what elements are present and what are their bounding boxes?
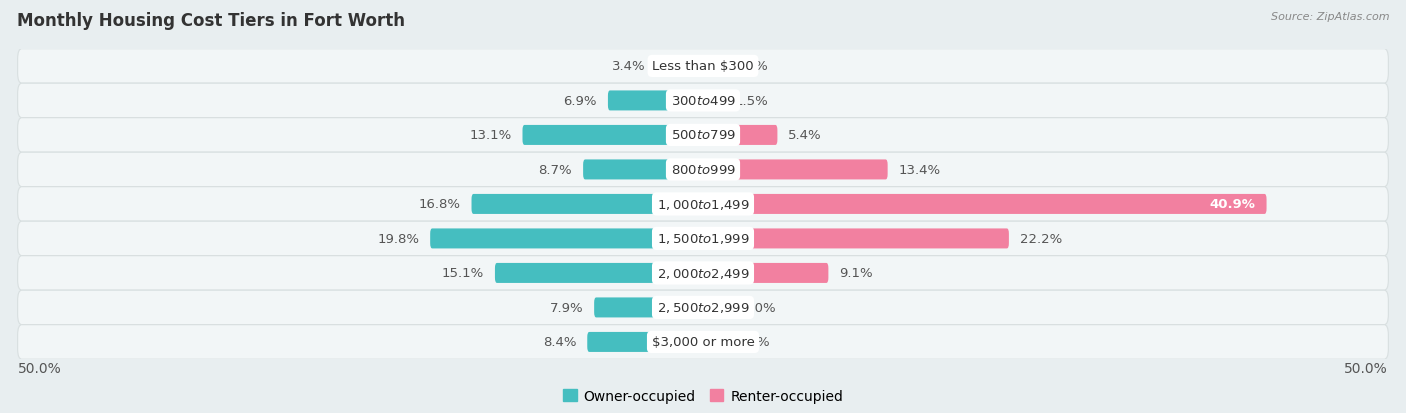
FancyBboxPatch shape bbox=[703, 229, 1010, 249]
Text: Less than $300: Less than $300 bbox=[652, 60, 754, 73]
FancyBboxPatch shape bbox=[430, 229, 703, 249]
Text: $300 to $499: $300 to $499 bbox=[671, 95, 735, 108]
FancyBboxPatch shape bbox=[607, 91, 703, 111]
FancyBboxPatch shape bbox=[495, 263, 703, 283]
FancyBboxPatch shape bbox=[18, 187, 1388, 222]
Text: 9.1%: 9.1% bbox=[839, 267, 873, 280]
Text: 13.1%: 13.1% bbox=[470, 129, 512, 142]
FancyBboxPatch shape bbox=[18, 153, 1388, 187]
Text: 15.1%: 15.1% bbox=[441, 267, 484, 280]
Text: Monthly Housing Cost Tiers in Fort Worth: Monthly Housing Cost Tiers in Fort Worth bbox=[17, 12, 405, 30]
FancyBboxPatch shape bbox=[18, 256, 1388, 290]
Text: 22.2%: 22.2% bbox=[1019, 233, 1062, 245]
Text: 2.0%: 2.0% bbox=[741, 301, 775, 314]
Text: 3.4%: 3.4% bbox=[612, 60, 645, 73]
Text: 5.4%: 5.4% bbox=[789, 129, 823, 142]
Text: 40.9%: 40.9% bbox=[1209, 198, 1256, 211]
FancyBboxPatch shape bbox=[18, 119, 1388, 153]
Text: 7.9%: 7.9% bbox=[550, 301, 583, 314]
Text: 6.9%: 6.9% bbox=[564, 95, 598, 108]
Text: 8.7%: 8.7% bbox=[538, 164, 572, 176]
Legend: Owner-occupied, Renter-occupied: Owner-occupied, Renter-occupied bbox=[557, 383, 849, 408]
Text: 50.0%: 50.0% bbox=[18, 361, 62, 375]
Text: $1,000 to $1,499: $1,000 to $1,499 bbox=[657, 197, 749, 211]
Text: $3,000 or more: $3,000 or more bbox=[651, 336, 755, 349]
Text: 1.5%: 1.5% bbox=[735, 60, 769, 73]
FancyBboxPatch shape bbox=[523, 126, 703, 146]
Text: 1.6%: 1.6% bbox=[737, 336, 769, 349]
Text: 8.4%: 8.4% bbox=[543, 336, 576, 349]
FancyBboxPatch shape bbox=[18, 222, 1388, 256]
Text: 16.8%: 16.8% bbox=[419, 198, 461, 211]
Text: 13.4%: 13.4% bbox=[898, 164, 941, 176]
FancyBboxPatch shape bbox=[583, 160, 703, 180]
Text: $2,000 to $2,499: $2,000 to $2,499 bbox=[657, 266, 749, 280]
FancyBboxPatch shape bbox=[703, 195, 1267, 214]
FancyBboxPatch shape bbox=[703, 332, 725, 352]
Text: 1.5%: 1.5% bbox=[735, 95, 769, 108]
FancyBboxPatch shape bbox=[588, 332, 703, 352]
Text: $1,500 to $1,999: $1,500 to $1,999 bbox=[657, 232, 749, 246]
Text: $500 to $799: $500 to $799 bbox=[671, 129, 735, 142]
Text: $2,500 to $2,999: $2,500 to $2,999 bbox=[657, 301, 749, 315]
FancyBboxPatch shape bbox=[18, 50, 1388, 84]
FancyBboxPatch shape bbox=[18, 84, 1388, 119]
Text: Source: ZipAtlas.com: Source: ZipAtlas.com bbox=[1271, 12, 1389, 22]
FancyBboxPatch shape bbox=[18, 325, 1388, 359]
FancyBboxPatch shape bbox=[18, 290, 1388, 325]
Text: 50.0%: 50.0% bbox=[1344, 361, 1388, 375]
FancyBboxPatch shape bbox=[703, 126, 778, 146]
Text: $800 to $999: $800 to $999 bbox=[671, 164, 735, 176]
Text: 19.8%: 19.8% bbox=[377, 233, 419, 245]
FancyBboxPatch shape bbox=[703, 263, 828, 283]
FancyBboxPatch shape bbox=[703, 57, 724, 77]
FancyBboxPatch shape bbox=[657, 57, 703, 77]
FancyBboxPatch shape bbox=[703, 298, 731, 318]
FancyBboxPatch shape bbox=[595, 298, 703, 318]
FancyBboxPatch shape bbox=[703, 91, 724, 111]
FancyBboxPatch shape bbox=[471, 195, 703, 214]
FancyBboxPatch shape bbox=[703, 160, 887, 180]
